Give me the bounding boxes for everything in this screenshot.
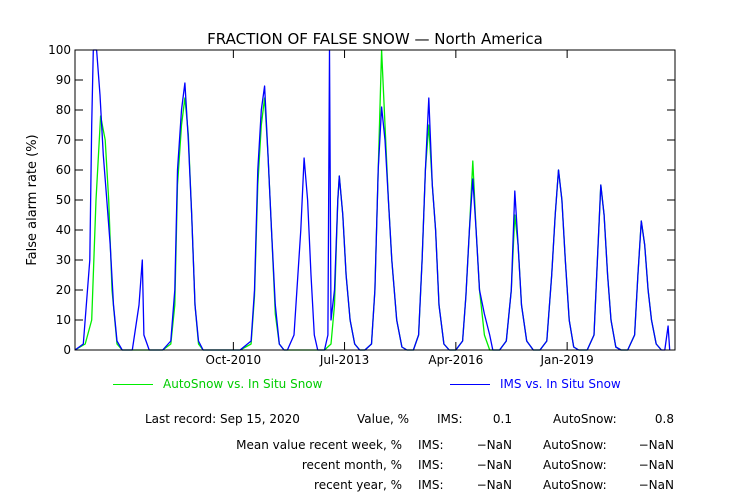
y-tick-label: 70 (56, 133, 71, 147)
legend-label-ims: IMS vs. In Situ Snow (500, 377, 621, 391)
y-tick-label: 30 (56, 253, 71, 267)
y-axis: 0 10 20 30 40 50 60 70 80 90 100 (48, 43, 675, 357)
stats-row-auto-value: −NaN (638, 438, 674, 452)
legend-label-autosnow: AutoSnow vs. In Situ Snow (163, 377, 323, 391)
y-tick-label: 0 (63, 343, 71, 357)
x-tick-label: Oct-2010 (206, 353, 262, 367)
y-tick-label: 20 (56, 283, 71, 297)
stats-row-ims-label: IMS: (418, 458, 444, 472)
stats-row-label: Mean value recent week, % (236, 438, 402, 452)
stats-row-label: recent year, % (314, 478, 402, 492)
stats-row-auto-value: −NaN (638, 458, 674, 472)
legend-swatch-autosnow (113, 384, 153, 385)
chart-title: FRACTION OF FALSE SNOW — North America (207, 30, 543, 48)
legend-swatch-ims (450, 384, 490, 385)
y-axis-label: False alarm rate (%) (25, 134, 40, 265)
value-label: Value, % (357, 412, 409, 426)
ims-label: IMS: (437, 412, 463, 426)
x-tick-label: Jul-2013 (319, 353, 369, 367)
y-tick-label: 100 (48, 43, 71, 57)
y-tick-label: 80 (56, 103, 71, 117)
series-line-ims (74, 49, 671, 351)
stats-row-auto-label: AutoSnow: (543, 478, 607, 492)
stats-row-ims-label: IMS: (418, 438, 444, 452)
stats-row-ims-label: IMS: (418, 478, 444, 492)
stats-row-ims-value: −NaN (476, 438, 512, 452)
ims-value: 0.1 (492, 412, 512, 426)
autosnow-value: 0.8 (654, 412, 674, 426)
y-tick-label: 50 (56, 193, 71, 207)
y-tick-label: 40 (56, 223, 71, 237)
stats-row-ims-value: −NaN (476, 458, 512, 472)
y-tick-label: 10 (56, 313, 71, 327)
y-tick-label: 90 (56, 73, 71, 87)
x-tick-label: Jan-2019 (539, 353, 593, 367)
stats-row-auto-value: −NaN (638, 478, 674, 492)
series-layer (74, 49, 671, 351)
stats-row-auto-label: AutoSnow: (543, 438, 607, 452)
last-record: Last record: Sep 15, 2020 (145, 412, 300, 426)
stats-row-ims-value: −NaN (476, 478, 512, 492)
series-line-autosnow (74, 49, 662, 351)
plot-frame (74, 49, 676, 351)
y-tick-label: 60 (56, 163, 71, 177)
stats-row-auto-label: AutoSnow: (543, 458, 607, 472)
stats-row-label: recent month, % (301, 458, 402, 472)
autosnow-label: AutoSnow: (553, 412, 617, 426)
x-tick-label: Apr-2016 (428, 353, 483, 367)
x-axis: Oct-2010 Jul-2013 Apr-2016 Jan-2019 (206, 50, 594, 367)
